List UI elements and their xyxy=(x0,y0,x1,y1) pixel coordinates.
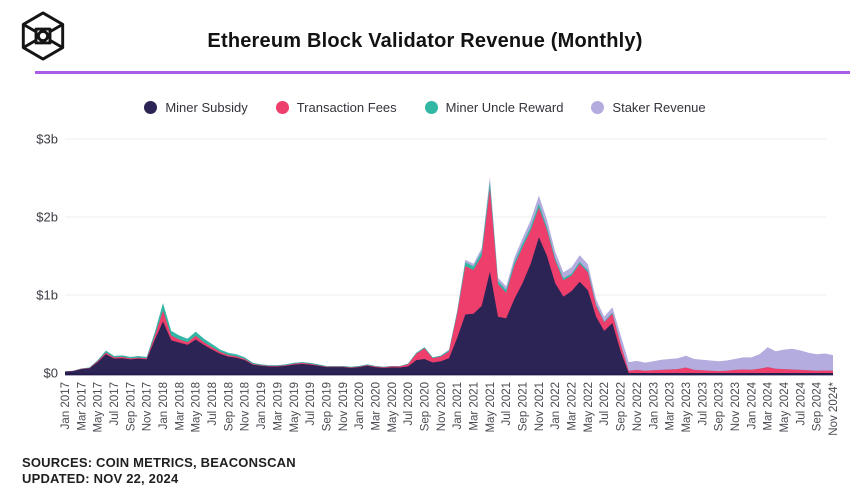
legend-dot-miner-subsidy xyxy=(144,101,158,114)
x-tick-label: Mar 2021 xyxy=(469,382,481,431)
gridlines xyxy=(65,138,826,296)
x-tick-label: Sep 2021 xyxy=(518,382,530,431)
x-tick-label: May 2021 xyxy=(485,382,497,433)
x-tick-label: Nov 2018 xyxy=(240,382,252,431)
x-tick-label: Jan 2020 xyxy=(354,382,366,429)
cube-logo-icon xyxy=(21,11,65,61)
x-tick-label: May 2024 xyxy=(779,381,791,432)
x-tick-label: Mar 2019 xyxy=(272,382,284,431)
x-tick-label: Nov 2024* xyxy=(828,381,840,435)
x-tick-label: Jul 2023 xyxy=(697,382,709,425)
x-tick-label: Nov 2020 xyxy=(436,382,448,431)
x-tick-label: Mar 2022 xyxy=(567,382,579,431)
legend-label: Miner Uncle Reward xyxy=(445,100,564,115)
x-tick-label: Jan 2024 xyxy=(746,381,758,429)
x-tick-label: May 2017 xyxy=(93,382,105,433)
x-tick-label: Nov 2019 xyxy=(338,382,350,431)
x-tick-label: Jan 2023 xyxy=(648,382,660,429)
legend-item-staker-revenue: Staker Revenue xyxy=(591,100,706,115)
x-tick-label: Jul 2020 xyxy=(403,382,415,425)
legend-item-transaction-fees: Transaction Fees xyxy=(275,100,397,115)
footer-sources: SOURCES: COIN METRICS, BEACONSCAN xyxy=(22,455,296,470)
area-miner-subsidy xyxy=(65,237,833,373)
y-axis-labels: $3b $2b $1b $0 xyxy=(36,132,58,381)
x-tick-label: Jan 2021 xyxy=(452,382,464,429)
legend-label: Staker Revenue xyxy=(612,100,706,115)
divider-rule xyxy=(35,71,850,74)
x-tick-label: Nov 2022 xyxy=(632,382,644,431)
y-tick-label: $1b xyxy=(36,288,58,303)
page-title: Ethereum Block Validator Revenue (Monthl… xyxy=(207,30,643,52)
x-tick-label: May 2022 xyxy=(583,382,595,433)
x-tick-label: Nov 2017 xyxy=(142,382,154,431)
x-tick-label: Sep 2018 xyxy=(223,382,235,431)
x-tick-label: Mar 2024 xyxy=(763,381,775,430)
x-tick-label: Sep 2023 xyxy=(714,382,726,431)
legend-dot-staker-revenue xyxy=(591,101,605,114)
x-tick-label: Mar 2023 xyxy=(665,382,677,431)
legend-item-miner-uncle-reward: Miner Uncle Reward xyxy=(424,100,564,115)
x-axis-labels: Jan 2017 Mar 2017 May 2017 Jul 2017 Sep 2017… xyxy=(60,381,840,435)
legend-label: Transaction Fees xyxy=(296,100,397,115)
x-tick-label: Jul 2022 xyxy=(599,382,611,425)
x-tick-label: Nov 2021 xyxy=(534,382,546,431)
x-tick-label: Jul 2018 xyxy=(207,382,219,425)
x-tick-label: Jan 2019 xyxy=(256,382,268,429)
x-tick-label: May 2023 xyxy=(681,382,693,433)
x-tick-label: Jul 2024 xyxy=(795,381,807,425)
y-tick-label: $2b xyxy=(36,210,58,225)
x-tick-label: May 2019 xyxy=(289,382,301,433)
x-tick-label: Mar 2018 xyxy=(174,382,186,431)
x-tick-label: Mar 2020 xyxy=(370,382,382,431)
x-tick-label: Sep 2024 xyxy=(812,381,824,431)
x-tick-label: May 2018 xyxy=(191,382,203,433)
x-tick-label: May 2020 xyxy=(387,382,399,433)
x-tick-label: Jan 2018 xyxy=(158,382,170,429)
footer-updated: UPDATED: NOV 22, 2024 xyxy=(22,471,179,486)
legend-label: Miner Subsidy xyxy=(165,100,248,115)
chart-footer: SOURCES: COIN METRICS, BEACONSCAN UPDATE… xyxy=(22,455,296,487)
x-tick-label: Sep 2020 xyxy=(419,382,431,431)
x-tick-label: Sep 2017 xyxy=(125,382,137,431)
x-tick-label: Jan 2017 xyxy=(60,382,72,429)
chart-legend: Miner Subsidy Transaction Fees Miner Unc… xyxy=(0,100,850,115)
x-tick-label: Mar 2017 xyxy=(76,382,88,431)
y-tick-label: $3b xyxy=(36,132,58,147)
x-tick-label: Sep 2022 xyxy=(616,382,628,431)
x-tick-label: Jan 2022 xyxy=(550,382,562,429)
legend-dot-miner-uncle-reward xyxy=(424,101,438,114)
x-tick-label: Jul 2021 xyxy=(501,382,513,425)
legend-item-miner-subsidy: Miner Subsidy xyxy=(144,100,248,115)
x-tick-label: Nov 2023 xyxy=(730,382,742,431)
x-tick-label: Sep 2019 xyxy=(321,382,333,431)
y-tick-label: $0 xyxy=(44,366,58,381)
legend-dot-transaction-fees xyxy=(275,101,289,114)
x-tick-label: Jul 2017 xyxy=(109,382,121,425)
x-tick-label: Jul 2019 xyxy=(305,382,317,425)
